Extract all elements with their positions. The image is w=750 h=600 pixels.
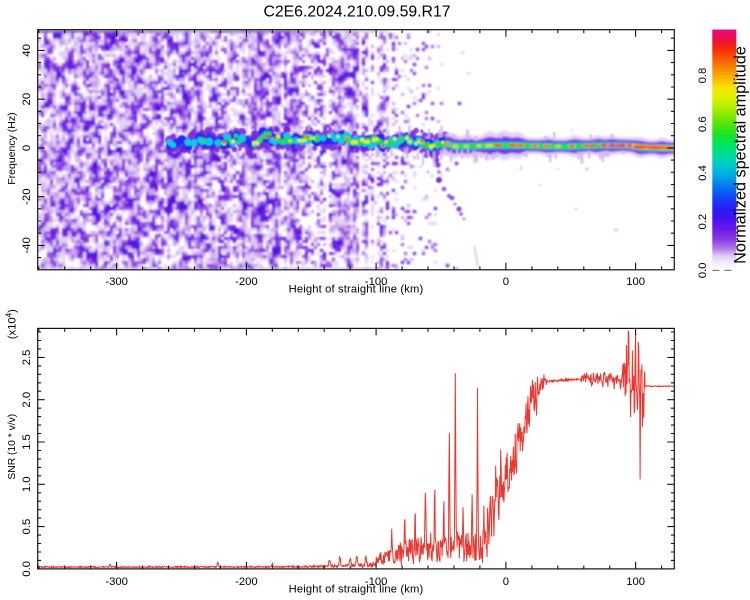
svg-text:C2E6.2024.210.09.59.R17: C2E6.2024.210.09.59.R17 <box>263 4 450 21</box>
svg-text:-300: -300 <box>105 576 128 588</box>
svg-text:Normalized spectral amplitude: Normalized spectral amplitude <box>732 46 750 264</box>
svg-text:0.4: 0.4 <box>697 165 709 181</box>
svg-text:-200: -200 <box>235 276 258 288</box>
svg-text:-100: -100 <box>365 576 388 588</box>
svg-text:0: 0 <box>21 145 33 151</box>
svg-text:0.6: 0.6 <box>697 116 709 132</box>
svg-text:2.5: 2.5 <box>21 350 33 366</box>
svg-text:-300: -300 <box>105 276 128 288</box>
svg-text:2.0: 2.0 <box>21 392 33 408</box>
svg-text:0.5: 0.5 <box>21 519 33 535</box>
svg-text:0: 0 <box>503 276 509 288</box>
svg-text:20: 20 <box>21 93 33 106</box>
svg-text:100: 100 <box>626 276 645 288</box>
svg-text:-100: -100 <box>365 276 388 288</box>
svg-text:Height of straight line (km): Height of straight line (km) <box>289 284 424 296</box>
svg-text:-40: -40 <box>21 237 33 253</box>
svg-text:0.2: 0.2 <box>697 214 709 230</box>
svg-text:Height of straight line (km): Height of straight line (km) <box>289 584 424 596</box>
svg-text:100: 100 <box>626 576 645 588</box>
svg-text:(x104): (x104) <box>5 309 19 339</box>
svg-text:1.0: 1.0 <box>21 476 33 492</box>
svg-text:0.0: 0.0 <box>697 263 709 279</box>
svg-text:0: 0 <box>503 576 509 588</box>
svg-text:Frequency (Hz): Frequency (Hz) <box>6 112 18 184</box>
svg-text:0.8: 0.8 <box>697 68 709 84</box>
svg-text:40: 40 <box>21 44 33 57</box>
svg-text:1.5: 1.5 <box>21 434 33 450</box>
svg-text:SNR (10 * v/v): SNR (10 * v/v) <box>7 414 18 480</box>
svg-text:-200: -200 <box>235 576 258 588</box>
svg-text:-20: -20 <box>21 188 33 204</box>
svg-text:0.0: 0.0 <box>21 561 33 577</box>
